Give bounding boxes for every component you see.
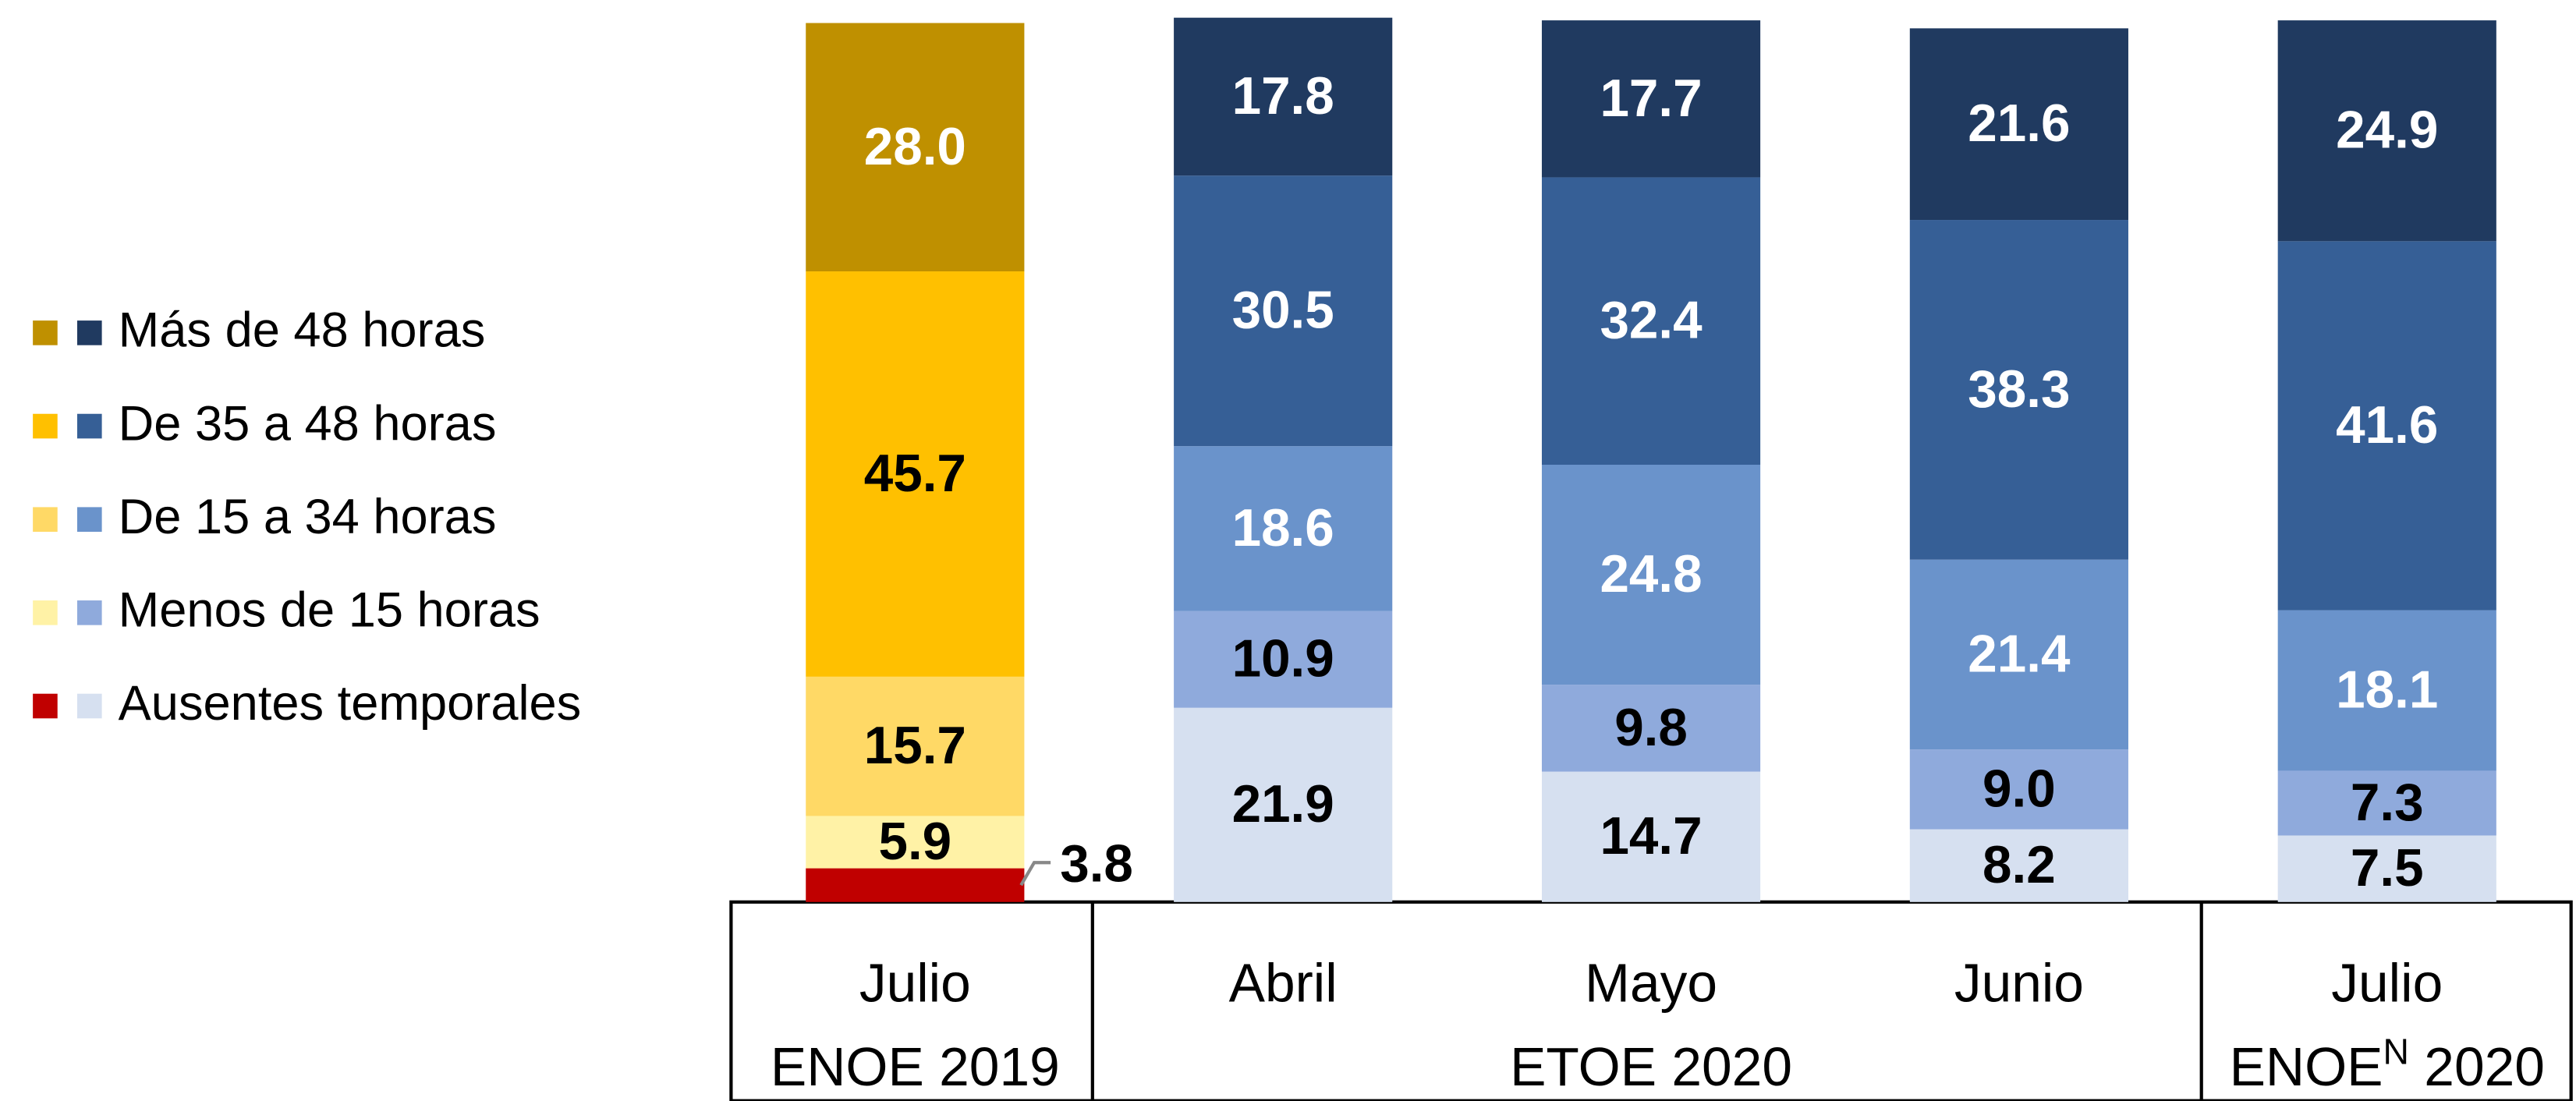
bar-segment (1174, 175, 1393, 447)
legend-label: Menos de 15 horas (119, 583, 540, 638)
legend-label: Más de 48 horas (119, 303, 486, 358)
category-label: Julio (859, 953, 971, 1014)
group-label-text: ENOE (2230, 1036, 2383, 1097)
data-label: 17.8 (1232, 67, 1334, 126)
bar-segment (1174, 446, 1393, 611)
data-label: 21.9 (1232, 775, 1334, 834)
legend-swatch (33, 320, 58, 345)
category-label: Mayo (1585, 953, 1717, 1014)
bar-segment (1174, 611, 1393, 708)
group-label: ENOEN 2020 (2230, 1032, 2545, 1097)
bar-segment (1541, 464, 1761, 685)
bar-segment (1909, 829, 2128, 902)
data-label: 32.4 (1600, 292, 1703, 350)
category-label: Julio (2331, 953, 2443, 1014)
data-label: 30.5 (1232, 281, 1334, 340)
bar-segment (1174, 707, 1393, 902)
group-label-superscript: N (2383, 1032, 2409, 1072)
bar-segment (1541, 177, 1761, 465)
data-label: 8.2 (1982, 836, 2056, 894)
data-label: 3.8 (1060, 834, 1133, 893)
category-label: Junio (1954, 953, 2084, 1014)
category-label: Abril (1229, 953, 1338, 1014)
legend-label: Ausentes temporales (119, 676, 582, 731)
bar-segment (1541, 20, 1761, 178)
data-label: 9.0 (1982, 759, 2056, 818)
data-label: 28.0 (864, 118, 966, 176)
data-label: 45.7 (864, 444, 966, 503)
data-label: 38.3 (1968, 360, 2070, 419)
legend-label: De 15 a 34 horas (119, 490, 497, 544)
bar-segment (806, 816, 1025, 869)
bar-segment (2277, 20, 2496, 242)
legend-swatch (77, 600, 102, 625)
data-label: 7.5 (2351, 839, 2424, 897)
bar-segment (1541, 771, 1761, 902)
bar-segment (1174, 17, 1393, 176)
legend-swatch (77, 413, 102, 439)
data-label: 41.6 (2336, 396, 2438, 455)
bar-segment (2277, 770, 2496, 836)
bar-segment (806, 868, 1025, 902)
bar-segment (806, 676, 1025, 816)
data-label: 21.6 (1968, 94, 2070, 153)
legend-swatch (33, 507, 58, 532)
leader-line (1019, 861, 1051, 887)
bar-segment (1909, 220, 2128, 560)
group-label-text: ENOE 2019 (771, 1036, 1060, 1097)
legend-swatch (77, 693, 102, 719)
legend-swatch (33, 693, 58, 719)
bar-segment (806, 23, 1025, 272)
legend-swatch (33, 600, 58, 625)
group-label-text: ETOE 2020 (1510, 1036, 1792, 1097)
bar-segment (1909, 28, 2128, 221)
group-label: ETOE 2020 (1510, 1036, 1792, 1097)
data-label: 24.8 (1600, 545, 1702, 604)
data-label: 24.9 (2336, 101, 2438, 160)
group-label-suffix: 2020 (2409, 1036, 2545, 1097)
data-label: 18.6 (1232, 499, 1334, 558)
data-label: 14.7 (1600, 807, 1702, 866)
bar-segment (806, 271, 1025, 677)
bar-segment (1909, 749, 2128, 830)
bar-segment (2277, 610, 2496, 771)
data-label: 9.8 (1614, 699, 1688, 757)
data-label: 18.1 (2336, 661, 2438, 720)
bar-segment (2277, 835, 2496, 902)
legend-swatch (77, 320, 102, 345)
data-label: 7.3 (2351, 774, 2424, 832)
legend-label: De 35 a 48 horas (119, 396, 497, 451)
data-label: 5.9 (878, 812, 951, 871)
legend-swatch (33, 413, 58, 439)
data-label: 10.9 (1232, 630, 1334, 689)
legend-swatch (77, 507, 102, 532)
bar-segment (2277, 241, 2496, 611)
bar-segment (1541, 685, 1761, 772)
group-label: ENOE 2019 (771, 1036, 1060, 1097)
data-label: 15.7 (864, 717, 966, 775)
data-label: 17.7 (1600, 69, 1702, 128)
bar-segment (1909, 559, 2128, 750)
data-label: 21.4 (1968, 625, 2071, 683)
